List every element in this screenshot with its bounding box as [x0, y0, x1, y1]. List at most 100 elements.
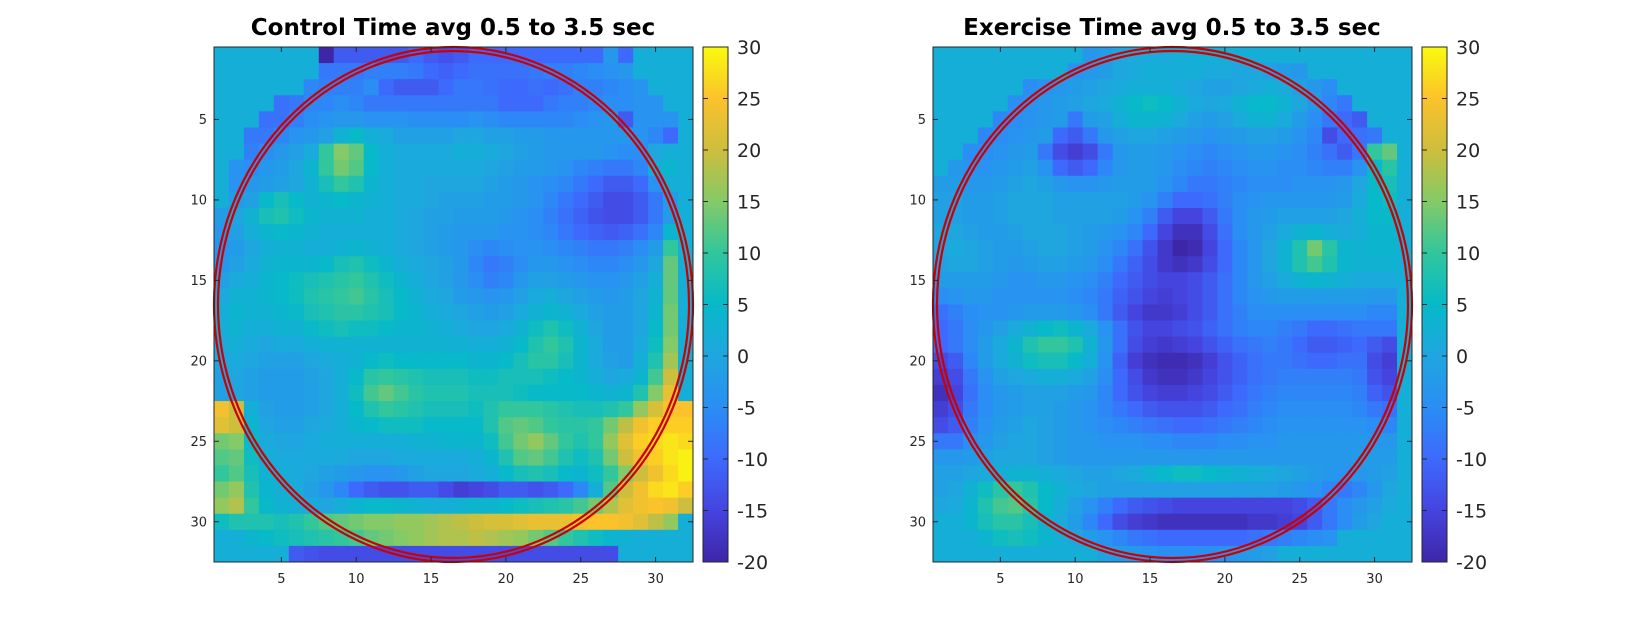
- heatmap-cell: [977, 304, 994, 322]
- heatmap-cell: [1397, 207, 1412, 225]
- heatmap-cell: [1352, 256, 1368, 273]
- heatmap-cell: [528, 368, 544, 386]
- heatmap-cell: [1127, 191, 1144, 209]
- heatmap-cell: [933, 401, 949, 418]
- heatmap-cell: [1322, 207, 1338, 225]
- heatmap-cell: [1187, 384, 1204, 402]
- heatmap-cell: [1097, 159, 1114, 177]
- heatmap-cell: [1337, 529, 1353, 547]
- heatmap-cell: [363, 272, 380, 289]
- heatmap-cell: [1052, 127, 1069, 145]
- heatmap-cell: [1352, 401, 1368, 418]
- heatmap-cell: [438, 320, 455, 338]
- heatmap-cell: [1307, 545, 1323, 562]
- heatmap-cell: [393, 111, 410, 129]
- heatmap-cell: [1067, 481, 1084, 499]
- heatmap-cell: [1382, 240, 1398, 257]
- heatmap-cell: [1112, 304, 1129, 322]
- heatmap-cell: [648, 465, 664, 483]
- heatmap-cell: [273, 159, 290, 177]
- heatmap-cell: [1337, 545, 1353, 562]
- heatmap-cell: [633, 320, 649, 338]
- heatmap-cell: [513, 513, 529, 531]
- plot-frame: [932, 46, 1413, 563]
- heatmap-cell: [573, 159, 589, 177]
- heatmap-cell: [992, 401, 1009, 418]
- heatmap-cell: [947, 465, 964, 483]
- heatmap-cell: [992, 304, 1009, 322]
- heatmap-cell: [977, 513, 994, 531]
- heatmap-cell: [1232, 513, 1248, 531]
- heatmap-cell: [243, 272, 260, 289]
- heatmap-cell: [1307, 304, 1323, 322]
- heatmap-cell: [1352, 497, 1368, 515]
- heatmap-cell: [1052, 111, 1069, 129]
- heatmap-cell: [588, 336, 604, 354]
- heatmap-cell: [363, 336, 380, 354]
- heatmap-cell: [1337, 368, 1353, 386]
- heatmap-cell: [947, 529, 964, 547]
- heatmap-cell: [1142, 95, 1159, 112]
- heatmap-cell: [393, 207, 410, 225]
- heatmap-cell: [573, 63, 589, 80]
- heatmap-cell: [1172, 336, 1189, 354]
- heatmap-cell: [1262, 320, 1278, 338]
- heatmap-cell: [933, 481, 949, 499]
- heatmap-cell: [1112, 384, 1129, 402]
- heatmap-cell: [498, 224, 514, 241]
- heatmap-cell: [633, 304, 649, 322]
- heatmap-cell: [992, 433, 1009, 450]
- heatmap-cell: [1142, 368, 1159, 386]
- heatmap-cell: [1112, 240, 1129, 257]
- heatmap-cell: [363, 256, 380, 273]
- heatmap-cell: [1127, 433, 1144, 450]
- heatmap-cell: [318, 111, 335, 129]
- heatmap-cell: [513, 143, 529, 161]
- heatmap-cell: [678, 545, 693, 562]
- heatmap-cell: [1112, 63, 1129, 80]
- heatmap-cell: [1247, 143, 1263, 161]
- heatmap-cell: [1157, 191, 1174, 209]
- heatmap-cell: [618, 79, 634, 96]
- heatmap-cell: [1397, 175, 1412, 193]
- heatmap-cell: [273, 320, 290, 338]
- heatmap-cell: [1082, 224, 1099, 241]
- heatmap-cell: [603, 272, 619, 289]
- heatmap-cell: [1292, 497, 1308, 515]
- heatmap-cell: [214, 63, 230, 80]
- heatmap-cell: [573, 336, 589, 354]
- heatmap-cell: [1397, 191, 1412, 209]
- heatmap-cell: [453, 465, 470, 483]
- heatmap-cell: [977, 47, 994, 64]
- heatmap-cell: [933, 143, 949, 161]
- heatmap-cell: [1052, 175, 1069, 193]
- heatmap-cell: [618, 224, 634, 241]
- heatmap-cell: [1322, 63, 1338, 80]
- heatmap-cell: [1337, 191, 1353, 209]
- heatmap-cell: [588, 433, 604, 450]
- heatmap-cell: [1112, 481, 1129, 499]
- heatmap-cell: [1127, 513, 1144, 531]
- heatmap-cell: [483, 513, 500, 531]
- heatmap-cell: [1397, 433, 1412, 450]
- heatmap-cell: [228, 207, 245, 225]
- heatmap-cell: [573, 497, 589, 515]
- heatmap-cell: [1232, 224, 1248, 241]
- heatmap-cell: [468, 497, 485, 515]
- heatmap-cell: [1382, 272, 1398, 289]
- heatmap-cell: [573, 143, 589, 161]
- heatmap-cell: [318, 159, 335, 177]
- heatmap-cell: [543, 191, 559, 209]
- heatmap-cell: [1142, 513, 1159, 531]
- heatmap-cell: [633, 95, 649, 112]
- heatmap-cell: [603, 465, 619, 483]
- heatmap-cell: [573, 465, 589, 483]
- heatmap-cell: [1292, 47, 1308, 64]
- heatmap-cell: [1292, 352, 1308, 370]
- heatmap-cell: [1247, 352, 1263, 370]
- heatmap-cell: [363, 240, 380, 257]
- heatmap-cell: [947, 111, 964, 129]
- heatmap-cell: [1247, 159, 1263, 177]
- heatmap-cell: [318, 320, 335, 338]
- heatmap-cell: [1382, 95, 1398, 112]
